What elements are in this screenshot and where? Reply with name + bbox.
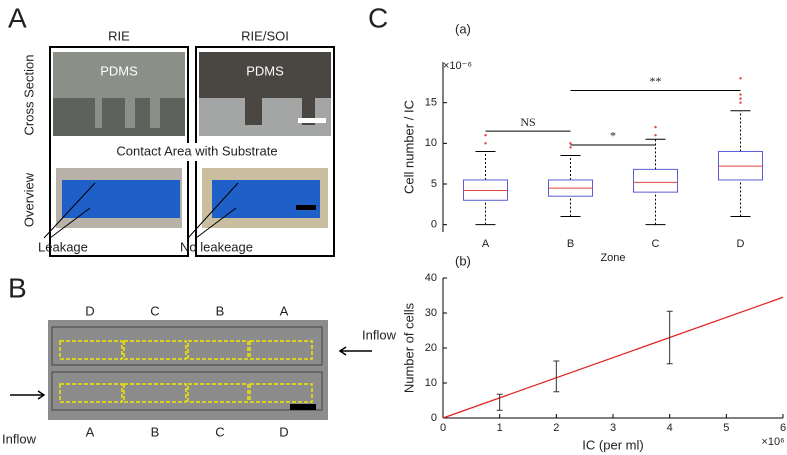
y-tick-label: 0 (431, 219, 437, 231)
inflow-label: Inflow (362, 327, 397, 342)
error-bar (553, 360, 560, 393)
caption-bg (100, 143, 294, 161)
outlier (739, 101, 742, 104)
arrow (338, 346, 372, 356)
y-tick-label: 10 (425, 377, 437, 389)
y-axis-label: Cell number / IC (401, 100, 416, 194)
x-tick-label: D (737, 238, 745, 250)
y-tick-label: 10 (425, 137, 437, 149)
zone-label: B (216, 303, 225, 318)
x-tick-label: B (567, 238, 574, 250)
error-bar (666, 310, 673, 365)
photo-structure (199, 98, 331, 136)
outlier (739, 97, 742, 100)
zones (59, 340, 313, 403)
y-tick-label: 5 (431, 178, 437, 190)
x-tick-label: 6 (780, 422, 786, 434)
x-tick-label: 4 (667, 422, 673, 434)
significance-label: ** (650, 74, 662, 88)
channel (62, 180, 180, 218)
zone-label: C (215, 424, 224, 439)
box (633, 168, 678, 193)
outlier (654, 125, 657, 129)
channel (51, 326, 323, 366)
outlier (654, 134, 657, 137)
outlier (569, 142, 572, 145)
channel (212, 180, 320, 218)
x-tick-label: 3 (610, 422, 616, 434)
material-label: PDMS (246, 63, 284, 78)
x-tick-label: 1 (497, 422, 503, 434)
panel-label: B (8, 272, 27, 303)
arrow (10, 390, 46, 400)
scale-bar (296, 205, 316, 210)
pointer (187, 182, 239, 239)
x-scale-label: ×10⁶ (761, 436, 784, 448)
annotation: Leakage (38, 239, 88, 254)
scale-bar (290, 404, 316, 410)
zone-label: C (150, 303, 159, 318)
column-label: RIE (108, 28, 130, 43)
zone-label: A (280, 303, 289, 318)
x-tick-label: 5 (723, 422, 729, 434)
x-tick-label: C (652, 238, 660, 250)
zone-label: D (85, 303, 94, 318)
significance-label: * (610, 129, 616, 143)
material-label: PDMS (100, 63, 138, 78)
x-axis-label: IC (per ml) (582, 437, 643, 452)
annotation: No leakeage (180, 239, 253, 254)
scale-bar (298, 118, 326, 123)
panel-label: C (368, 2, 388, 33)
outlier (739, 93, 742, 96)
zone-label: A (86, 424, 95, 439)
x-tick-label: 0 (440, 422, 446, 434)
y-tick-label: 30 (425, 307, 437, 319)
fit-line (442, 296, 784, 419)
y-tick-label: 40 (425, 272, 437, 284)
y-axis-label: Number of cells (401, 302, 416, 393)
y-scale-label: ×10⁻⁶ (443, 60, 472, 72)
panel-label: (a) (455, 21, 471, 36)
photo-structure (53, 98, 185, 136)
row-label: Overview (21, 172, 36, 227)
outlier (569, 146, 572, 149)
y-tick-label: 0 (431, 412, 437, 424)
channel (51, 371, 323, 411)
inflow-label: Inflow (2, 431, 37, 446)
x-axis-label: Zone (600, 252, 625, 264)
x-tick-label: 2 (553, 422, 559, 434)
pointer (43, 182, 96, 239)
caption: Contact Area with Substrate (116, 143, 277, 158)
panel-label: A (8, 2, 27, 33)
zone-label: B (151, 424, 160, 439)
panel-label: (b) (455, 253, 471, 268)
x-tick-label: A (482, 238, 490, 250)
outlier (739, 77, 742, 80)
pointer (195, 207, 237, 239)
error-bar (496, 393, 503, 411)
photo (48, 320, 328, 420)
row-label: Cross Section (21, 55, 36, 136)
y-tick-label: 15 (425, 97, 437, 109)
significance-label: NS (520, 115, 535, 129)
zone-label: D (279, 424, 288, 439)
column-label: RIE/SOI (241, 28, 289, 43)
pointer (49, 207, 91, 239)
outlier (484, 134, 487, 137)
y-tick-label: 20 (425, 342, 437, 354)
outlier (484, 142, 487, 145)
